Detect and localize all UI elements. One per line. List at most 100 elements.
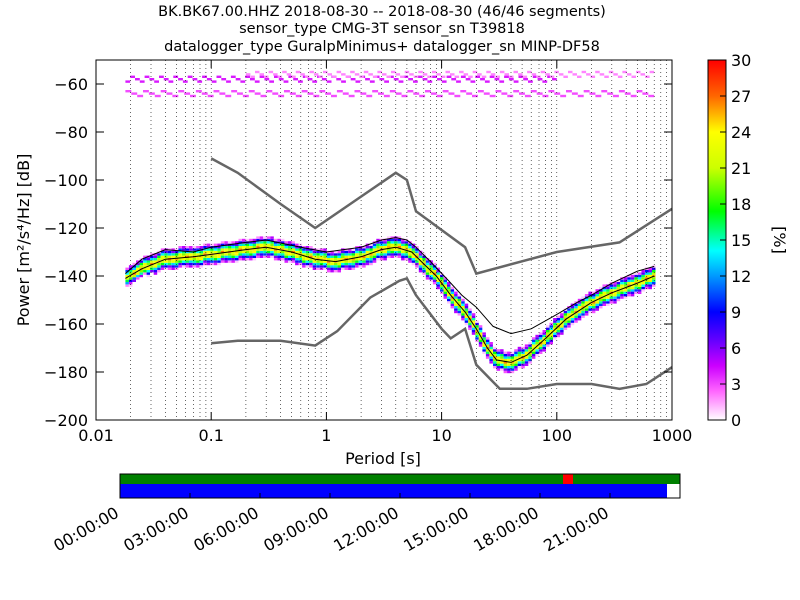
heatmap-cell — [337, 260, 341, 263]
heatmap-cell — [490, 73, 496, 76]
heatmap-cell — [387, 243, 391, 246]
heatmap-cell — [567, 310, 571, 314]
heatmap-cell — [432, 277, 437, 280]
heatmap-cell — [588, 310, 592, 314]
heatmap-cell — [143, 262, 147, 266]
y-tick-label: −100 — [44, 171, 88, 190]
heatmap-cell — [584, 308, 589, 311]
heatmap-cell — [192, 258, 197, 261]
heatmap-cell — [443, 282, 447, 285]
heatmap-cell — [213, 243, 218, 246]
heatmap-cell — [270, 250, 274, 254]
heatmap-cell — [571, 92, 578, 95]
heatmap-cell — [390, 250, 394, 254]
heatmap-cell — [499, 70, 505, 74]
heatmap-cell — [348, 262, 352, 266]
heatmap-cell — [588, 301, 592, 304]
heatmap-cell — [237, 92, 243, 95]
heatmap-cell — [537, 78, 543, 81]
heatmap-cell — [521, 351, 525, 354]
heatmap-cell — [128, 282, 133, 285]
heatmap-cell — [192, 253, 197, 256]
heatmap-cell — [483, 92, 490, 95]
heatmap-cell — [280, 243, 285, 246]
heatmap-cell — [648, 277, 652, 280]
heatmap-cell — [376, 255, 380, 258]
heatmap-cell — [645, 274, 649, 278]
heatmap-cell — [351, 248, 356, 251]
heatmap-cell — [284, 258, 288, 261]
heatmap-cell — [648, 279, 652, 282]
heatmap-cell — [266, 243, 271, 246]
heatmap-cell — [153, 270, 158, 273]
heatmap-cell — [174, 260, 179, 263]
heatmap-cell — [447, 296, 451, 299]
heatmap-cell — [436, 94, 443, 98]
heatmap-cell — [189, 246, 193, 249]
heatmap-cell — [136, 267, 140, 270]
heatmap-cell — [457, 306, 462, 309]
heatmap-cell — [436, 279, 440, 282]
heatmap-cell — [613, 296, 617, 299]
heatmap-cell — [249, 253, 253, 256]
heatmap-cell — [446, 75, 452, 78]
heatmap-cell — [249, 241, 253, 244]
heatmap-cell — [418, 253, 423, 256]
heatmap-cell — [384, 80, 389, 83]
heatmap-cell — [464, 315, 469, 318]
heatmap-cell — [436, 284, 440, 287]
heatmap-cell — [471, 332, 476, 335]
heatmap-cell — [298, 258, 303, 261]
heatmap-cell — [235, 243, 239, 246]
heatmap-cell — [235, 246, 239, 249]
timeline-tick-label: 09:00:00 — [260, 503, 332, 555]
heatmap-cell — [595, 70, 600, 74]
heatmap-cell — [341, 258, 345, 261]
heatmap-cell — [464, 318, 469, 321]
heatmap-cell — [514, 361, 518, 364]
heatmap-cell — [457, 308, 462, 311]
heatmap-cell — [443, 277, 447, 280]
heatmap-cell — [259, 236, 264, 239]
heatmap-cell — [326, 260, 331, 263]
heatmap-cell — [442, 90, 449, 93]
heatmap-cell — [146, 274, 151, 278]
heatmap-cell — [432, 272, 437, 275]
nlnm-curve — [211, 276, 673, 391]
heatmap-cell — [408, 250, 412, 254]
heatmap-cell — [336, 90, 343, 93]
heatmap-cell — [302, 246, 306, 249]
heatmap-cell — [182, 253, 186, 256]
heatmap-cell — [252, 246, 257, 249]
heatmap-cell — [489, 349, 493, 352]
heatmap-cell — [622, 70, 627, 74]
heatmap-cell — [468, 322, 472, 326]
heatmap-cell — [189, 260, 193, 263]
heatmap-cell — [648, 282, 652, 285]
heatmap-cell — [383, 246, 387, 249]
heatmap-cell — [528, 349, 532, 352]
heatmap-cell — [553, 334, 557, 338]
heatmap-cell — [220, 246, 225, 249]
heatmap-cell — [362, 260, 366, 263]
heatmap-cell — [519, 92, 525, 95]
heatmap-cell — [468, 327, 472, 330]
heatmap-cell — [270, 255, 274, 258]
heatmap-cell — [391, 70, 396, 74]
heatmap-cell — [401, 94, 408, 98]
heatmap-cell — [620, 291, 624, 294]
heatmap-cell — [401, 238, 405, 242]
heatmap-cell — [468, 320, 472, 323]
heatmap-cell — [125, 80, 131, 83]
heatmap-cell — [143, 265, 147, 268]
heatmap-cell — [436, 272, 440, 275]
heatmap-cell — [160, 250, 165, 254]
heatmap-cell — [128, 277, 133, 280]
heatmap-cell — [273, 248, 278, 251]
heatmap-cell — [475, 320, 479, 323]
heatmap-cell — [319, 265, 324, 268]
heatmap-cell — [425, 262, 430, 266]
heatmap-cell — [167, 267, 172, 270]
heatmap-cell — [143, 272, 147, 275]
heatmap-cell — [574, 308, 578, 311]
